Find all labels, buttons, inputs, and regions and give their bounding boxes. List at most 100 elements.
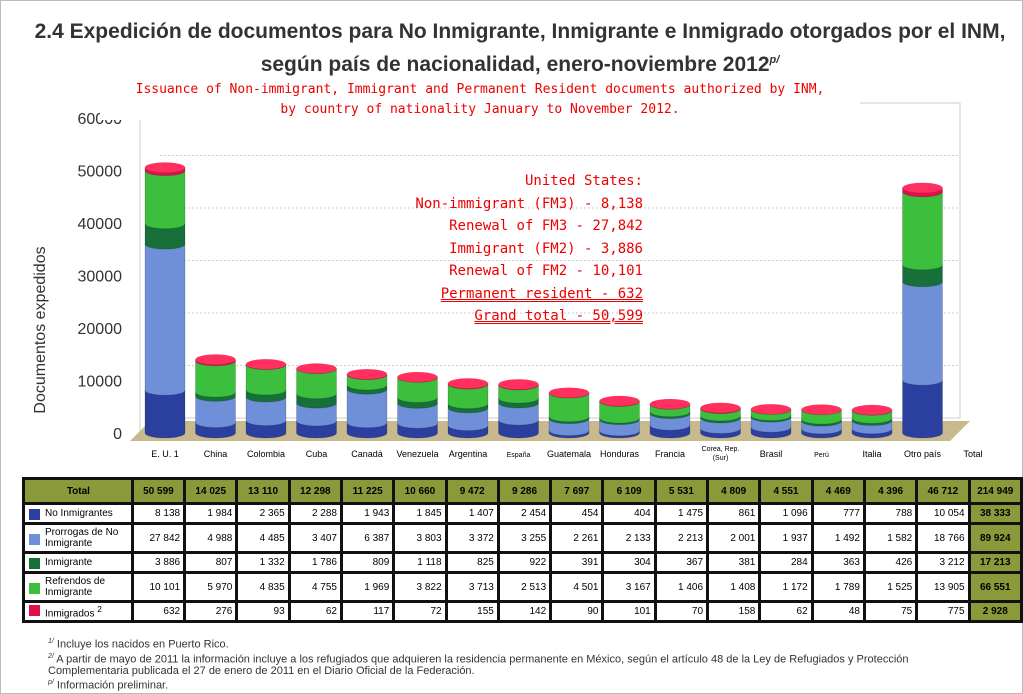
value-cell: 1 969 [339, 571, 396, 603]
value-cell: 2 213 [653, 522, 710, 554]
y-tick-label: 30000 [78, 269, 123, 286]
value-cell: 284 [758, 551, 814, 574]
total-cell: 4 469 [810, 477, 866, 505]
total-cell: 11 225 [339, 477, 396, 505]
bar-segment-2 [144, 223, 186, 250]
legend-swatch [29, 604, 40, 616]
y-tick-label: 20000 [78, 321, 123, 338]
bar-segment-1 [902, 281, 943, 386]
value-cell: 1 943 [339, 502, 396, 525]
x-tick-label: Francia [655, 449, 685, 459]
value-cell: 5 970 [183, 571, 239, 603]
value-cell: 1 845 [392, 502, 448, 525]
value-cell: 1 492 [810, 522, 866, 554]
total-cell: 9 286 [496, 477, 553, 505]
bar-top [145, 162, 185, 173]
value-cell: 8 138 [130, 502, 187, 525]
bar-top [650, 398, 690, 409]
bar-segment-3 [195, 360, 236, 398]
value-cell: 142 [496, 600, 553, 623]
total-cell: 7 697 [549, 477, 605, 505]
bar-segment-1 [498, 402, 539, 426]
bar-segment-3 [599, 400, 640, 424]
value-cell: 807 [183, 551, 239, 574]
value-cell: 276 [183, 600, 239, 623]
value-cell: 304 [601, 551, 657, 574]
value-cell: 101 [601, 600, 657, 623]
value-cell: 777 [810, 502, 866, 525]
total-cell: 5 531 [653, 477, 710, 505]
bar-segment-3 [548, 392, 590, 423]
value-cell: 62 [287, 600, 343, 623]
value-cell: 48 [810, 600, 866, 623]
bar-segment-2 [902, 264, 943, 288]
value-cell: 825 [444, 551, 500, 574]
value-cell: 1 332 [235, 551, 291, 574]
x-tick-label: Perú [814, 452, 829, 459]
bar-segment-1 [397, 402, 438, 429]
bar-top [751, 404, 791, 415]
value-cell: 363 [810, 551, 866, 574]
bar-segment-1 [447, 407, 489, 432]
value-cell: 809 [339, 551, 396, 574]
row-label: Inmigrados 2 [22, 600, 134, 623]
x-tick-label: Total [963, 449, 982, 459]
value-cell: 3 803 [392, 522, 448, 554]
value-cell: 4 501 [549, 571, 605, 603]
value-cell: 117 [339, 600, 396, 623]
value-cell: 367 [653, 551, 710, 574]
legend-swatch [29, 534, 40, 545]
value-cell: 13 905 [915, 571, 971, 603]
value-cell: 391 [549, 551, 605, 574]
x-tick-label: Argentina [449, 449, 488, 459]
total-cell: 9 472 [444, 477, 500, 505]
x-tick-label: Brasil [760, 449, 783, 459]
table-row: Inmigrante 3 886 807 1 332 1 786 809 1 118 825 9… [22, 551, 1023, 574]
value-cell: 89 924 [967, 522, 1023, 554]
value-cell: 4 755 [287, 571, 343, 603]
value-cell: 426 [862, 551, 919, 574]
value-cell: 3 407 [287, 522, 343, 554]
value-cell: 404 [601, 502, 657, 525]
x-tick-label: Guatemala [547, 449, 591, 459]
value-cell: 1 407 [444, 502, 500, 525]
bar-top [549, 387, 589, 398]
y-tick-label: 10000 [78, 374, 123, 391]
value-cell: 2 928 [967, 600, 1023, 623]
x-tick-label: Cuba [306, 449, 328, 459]
bar-segment-3 [144, 170, 186, 230]
value-cell: 66 551 [967, 571, 1023, 603]
bar-top [902, 182, 943, 193]
value-cell: 10 054 [915, 502, 971, 525]
value-cell: 1 937 [758, 522, 814, 554]
value-cell: 158 [706, 600, 762, 623]
value-cell: 788 [862, 502, 919, 525]
value-cell: 18 766 [915, 522, 971, 554]
table-row: Refrendos de Inmigrante 10 101 5 970 4 835 4… [22, 571, 1023, 603]
value-cell: 454 [549, 502, 605, 525]
value-cell: 861 [706, 502, 762, 525]
value-cell: 38 333 [967, 502, 1023, 525]
total-cell: 10 660 [392, 477, 448, 505]
y-tick-label: 50000 [78, 164, 123, 181]
y-axis-label: Documentos expedidos [32, 246, 49, 413]
row-label: Inmigrante [22, 551, 134, 574]
value-cell: 3 822 [392, 571, 448, 603]
value-cell: 1 582 [862, 522, 919, 554]
value-cell: 4 835 [235, 571, 291, 603]
total-cell: 4 396 [862, 477, 919, 505]
x-tick-label: China [204, 449, 228, 459]
legend-swatch [29, 583, 40, 594]
bar-segment-3 [397, 376, 438, 403]
bar-segment-3 [498, 384, 539, 404]
value-cell: 2 288 [287, 502, 343, 525]
table-row: Inmigrados 2 632 276 93 62 117 72 155 142 90 101 70… [22, 600, 1023, 623]
value-cell: 1 408 [706, 571, 762, 603]
bar-segment-0 [245, 420, 287, 439]
value-cell: 4 988 [183, 522, 239, 554]
x-tick-label: Canadá [351, 449, 383, 459]
value-cell: 70 [653, 600, 710, 623]
table-row: Prorrogas de No Inmigrante 27 842 4 988 4 4… [22, 522, 1023, 554]
value-cell: 10 101 [130, 571, 187, 603]
value-cell: 632 [130, 600, 187, 623]
